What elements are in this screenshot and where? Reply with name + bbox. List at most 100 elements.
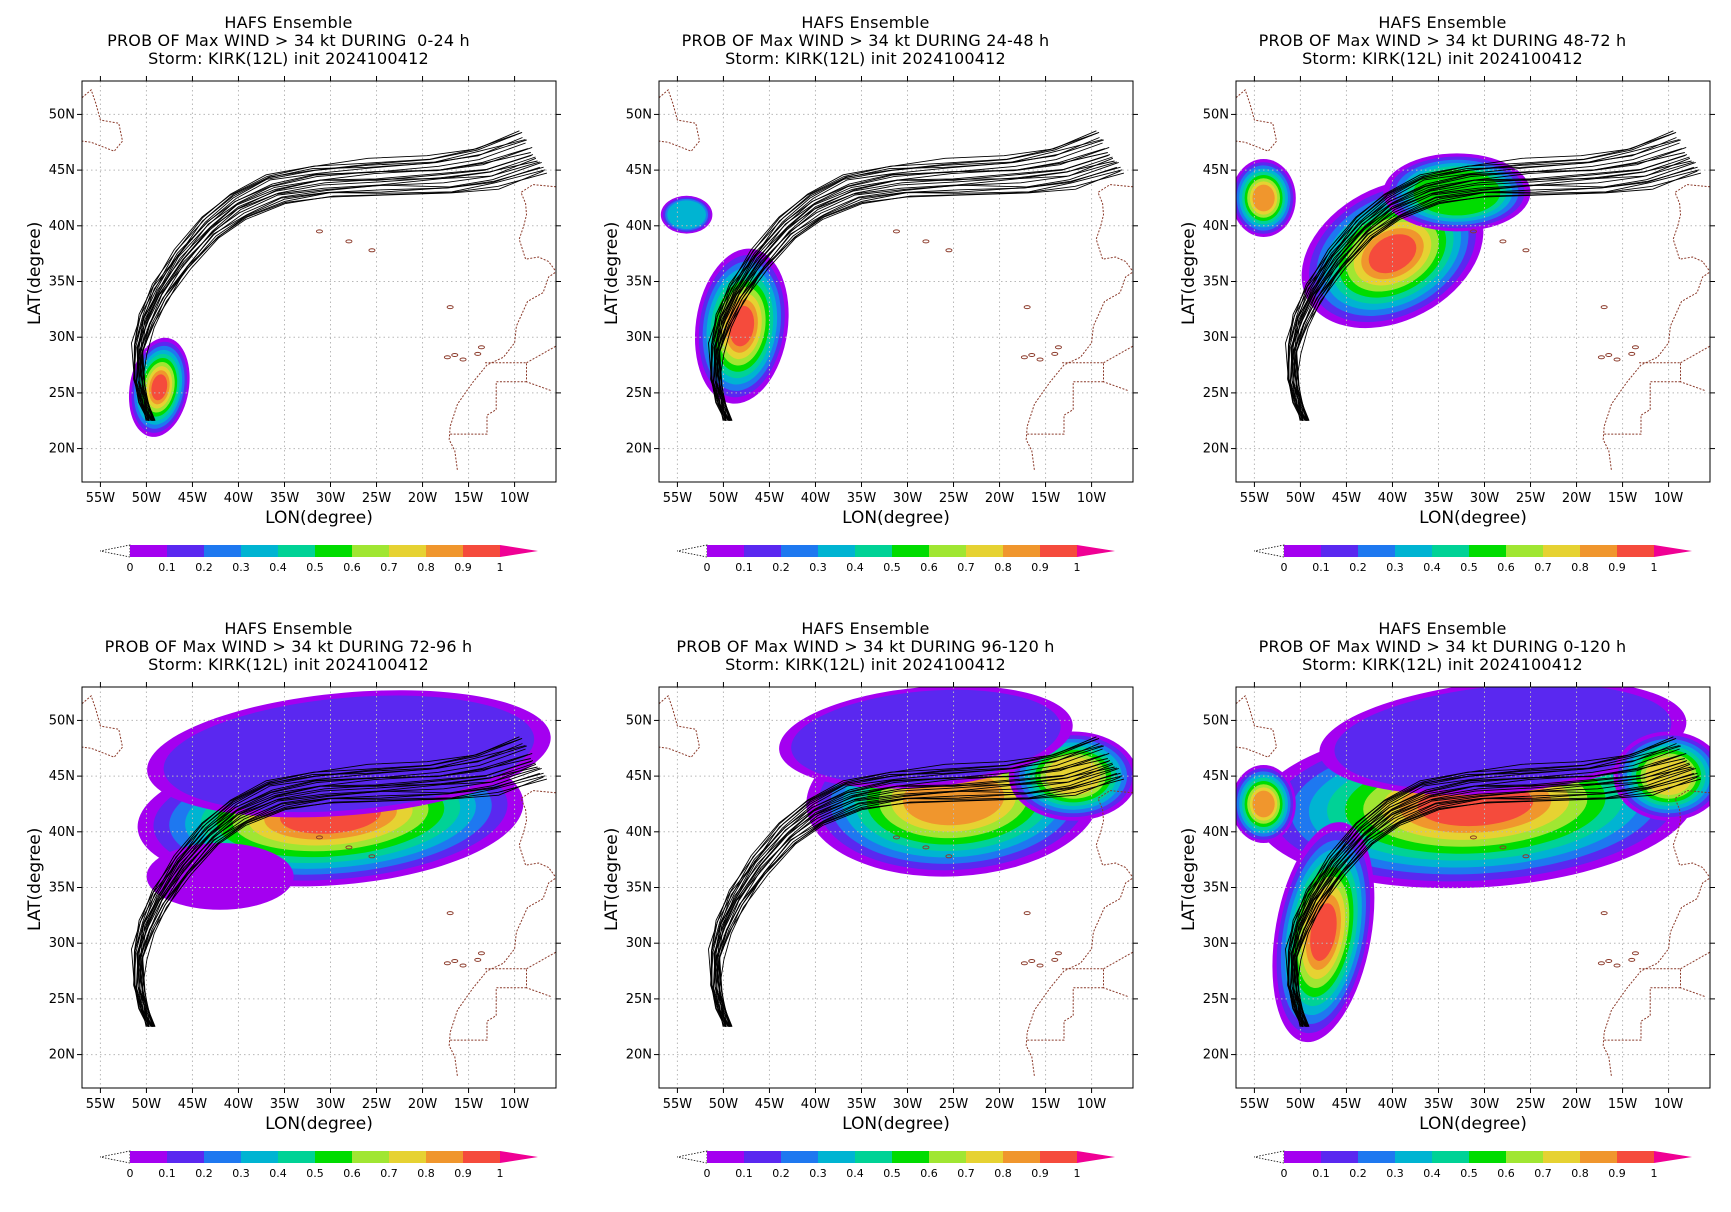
colorbar-segment [167,1151,204,1163]
map-panel-6: HAFS Ensemble PROB OF Max WIND > 34 kt D… [1154,606,1731,1212]
border-line [1639,968,1706,998]
island [1613,963,1621,968]
y-tick-label: 30N [626,936,652,951]
colorbar-tick-label: 0.1 [1312,1167,1330,1180]
panel-title: HAFS Ensemble PROB OF Max WIND > 34 kt D… [0,14,577,68]
x-tick-label: 55W [86,491,116,506]
y-axis-label: LAT(degree) [602,827,622,931]
y-tick-label: 35N [49,275,75,290]
ensemble-track [718,172,1125,421]
colorbar-segment [1469,1151,1506,1163]
colorbar-segment [892,1151,929,1163]
colorbar-tick-label: 0.5 [306,1167,324,1180]
island [368,854,376,859]
x-tick-label: 15W [454,1097,484,1112]
ensemble-track [1287,137,1677,421]
panel-title: HAFS Ensemble PROB OF Max WIND > 34 kt D… [1154,14,1731,68]
island [1051,957,1059,962]
probability-colorbar: 0 0.1 0.2 0.3 0.4 0.5 0.6 0.7 0.8 0.9 1 [677,544,1115,574]
map-plot: 55W 50W 45W 40W 35W 30W 25W 20W 15W 10W 20N 25N 30N 3… [49,76,561,506]
colorbar-tick-label: 0.7 [957,1167,975,1180]
x-tick-label: 55W [86,1097,116,1112]
colorbar-tick-label: 0.5 [883,1167,901,1180]
x-tick-label: 25W [362,491,392,506]
ensemble-track [141,166,541,421]
island [1613,357,1621,362]
ensemble-track [710,137,1100,421]
colorbar-segment [1040,545,1077,557]
x-tick-label: 30W [893,1097,923,1112]
panel-title-line3: Storm: KIRK(12L) init 2024100412 [725,655,1006,674]
plot-area [659,81,1133,482]
map-panel-4: HAFS Ensemble PROB OF Max WIND > 34 kt D… [0,606,577,1212]
y-tick-label: 30N [49,330,75,345]
ensemble-track [135,152,531,421]
x-tick-label: 40W [801,491,831,506]
x-tick-label: 25W [1516,1097,1546,1112]
colorbar-segment [1003,545,1040,557]
border-line [1062,362,1129,392]
border-line [485,362,552,392]
probability-colorbar: 0 0.1 0.2 0.3 0.4 0.5 0.6 0.7 0.8 0.9 1 [100,544,538,574]
y-tick-label: 40N [1203,825,1229,840]
x-tick-label: 50W [709,1097,739,1112]
colorbar-tick-label: 0.5 [883,561,901,574]
ensemble-track [1289,152,1685,421]
island [1051,351,1059,356]
colorbar-segment [130,1151,167,1163]
y-axis-label: LAT(degree) [25,221,45,325]
colorbar-segment [818,545,855,557]
x-tick-label: 25W [1516,491,1546,506]
colorbar-segment [1284,545,1321,557]
colorbar-segment [315,1151,352,1163]
colorbar-segment [966,1151,1003,1163]
island [443,355,451,360]
coastline [518,184,556,271]
y-tick-label: 50N [1203,713,1229,728]
panel-title-line2: PROB OF Max WIND > 34 kt DURING 72-96 h [104,637,473,656]
island [1020,355,1028,360]
x-tick-label: 50W [1286,491,1316,506]
colorbar-segment [389,545,426,557]
probability-contour [1334,687,1672,791]
colorbar-tick-label: 0 [127,1167,134,1180]
island [345,239,353,244]
colorbar-tick-label: 0 [1281,1167,1288,1180]
x-tick-label: 40W [801,1097,831,1112]
colorbar-under [100,1150,131,1164]
y-axis-label: LAT(degree) [602,221,622,325]
colorbar-segment [1395,1151,1432,1163]
island [459,357,467,362]
x-tick-label: 35W [1424,1097,1454,1112]
probability-colorbar: 0 0.1 0.2 0.3 0.4 0.5 0.6 0.7 0.8 0.9 1 [677,1150,1115,1180]
island [1605,353,1613,358]
y-tick-label: 30N [1203,330,1229,345]
y-tick-label: 25N [49,992,75,1007]
panel-title-line2: PROB OF Max WIND > 34 kt DURING 0-24 h [107,31,470,50]
panel-title-line1: HAFS Ensemble [801,619,930,638]
colorbar-tick-label: 0 [704,561,711,574]
y-tick-label: 45N [1203,769,1229,784]
colorbar-segment [1395,545,1432,557]
x-tick-label: 10W [1654,491,1684,506]
island [1054,951,1062,956]
probability-contour [1368,234,1417,274]
island [1600,911,1608,916]
border-line [1680,951,1710,970]
island [1036,357,1044,362]
island [945,248,953,253]
border-line [1027,381,1104,435]
ensemble-track [716,166,1121,421]
ensemble-track [712,758,1108,1027]
island [1036,963,1044,968]
colorbar-segment [966,545,1003,557]
x-tick-label: 15W [1608,1097,1638,1112]
panel-title-line2: PROB OF Max WIND > 34 kt DURING 96-120 h [676,637,1055,656]
x-tick-label: 10W [500,1097,530,1112]
map-plot: 55W 50W 45W 40W 35W 30W 25W 20W 15W 10W 20N 25N 30N 3… [49,682,561,1112]
ensemble-track [142,169,546,421]
colorbar-segment [278,545,315,557]
island [1054,345,1062,350]
plot-area [1236,687,1710,1088]
colorbar-segment [389,1151,426,1163]
